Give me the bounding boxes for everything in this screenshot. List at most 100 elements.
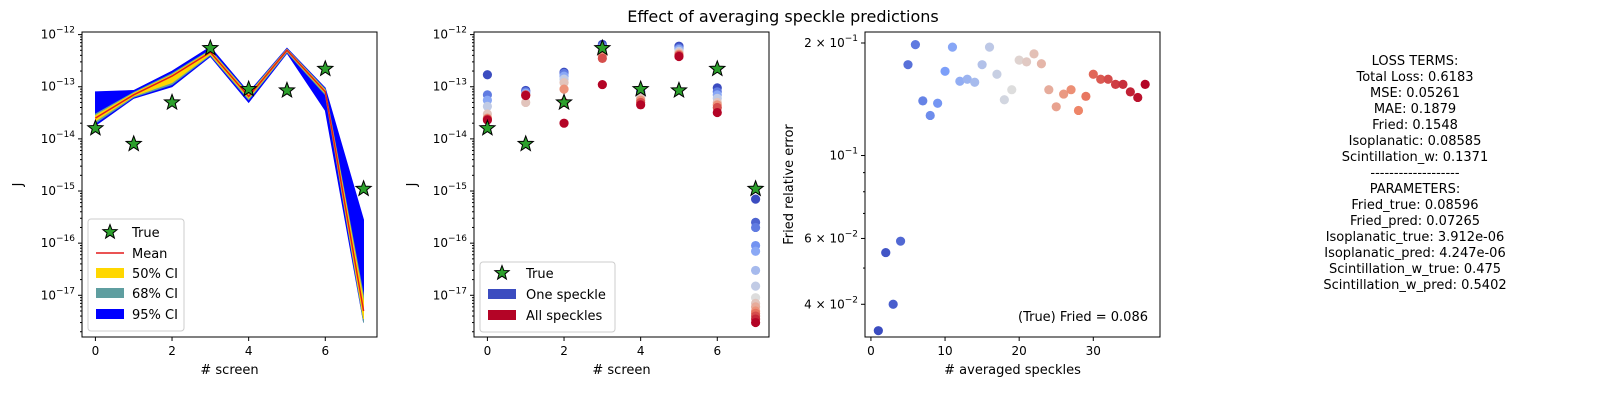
x-axis-label: # screen: [200, 363, 258, 378]
fried-error-point: [925, 110, 935, 121]
true-star-point: [163, 93, 181, 111]
y-tick-label: 4 × 10−2: [804, 295, 858, 311]
true-star-point: [670, 80, 688, 99]
fried-error-point: [1073, 105, 1084, 116]
legend-label-ci68: 68% CI: [132, 287, 178, 302]
fried-error-point: [895, 236, 906, 246]
fried-error-point: [1036, 59, 1047, 69]
x-tick-label: 10: [937, 344, 952, 358]
band-ci50: [95, 48, 364, 320]
speckle-prediction-point: [597, 53, 607, 63]
fried-error-point: [1029, 49, 1039, 59]
axes-frame: [864, 31, 1161, 338]
legend-box: [87, 218, 185, 332]
x-tick-label: 6: [713, 344, 721, 358]
true-star-point: [708, 59, 727, 77]
true-star-point: [631, 79, 650, 97]
legend-label-mean: Mean: [132, 247, 167, 262]
legend-label-ci95: 95% CI: [132, 308, 178, 323]
text-line: Isoplanatic_pred: 4.247e-06: [1324, 246, 1506, 261]
x-tick-label: 0: [484, 344, 492, 358]
fried-error-point: [1059, 89, 1069, 99]
x-tick-label: 20: [1012, 344, 1027, 358]
speckle-prediction-point: [712, 107, 722, 118]
fried-error-point: [888, 299, 898, 309]
fried-error-point: [940, 66, 950, 76]
true-star-point: [86, 118, 105, 136]
true-star-point: [278, 80, 296, 99]
text-line: MSE: 0.05261: [1370, 86, 1460, 101]
speckle-prediction-point: [482, 101, 493, 111]
true-star-point: [239, 79, 258, 97]
y-tick-label: 10−12: [433, 26, 467, 42]
true-star-point: [516, 134, 535, 152]
y-tick-label: 10−15: [41, 182, 75, 198]
fried-error-point: [1007, 85, 1017, 95]
legend-label-all-speckles: All speckles: [526, 309, 603, 324]
speckle-prediction-point: [750, 317, 761, 328]
panel-prediction-ci: 0 2 4 6 10−17 10−16 10−15 10−14 10−13 10−12 # scr…: [11, 26, 378, 378]
x-tick-label: 0: [92, 344, 100, 358]
legend-label-ci50: 50% CI: [132, 267, 178, 282]
fried-error-point: [1125, 87, 1135, 97]
speckle-prediction-point: [521, 90, 531, 101]
true-star-point: [201, 38, 220, 56]
y-tick-label: 10−12: [41, 26, 75, 42]
true-star-point: [316, 59, 335, 77]
x-tick-label: 4: [245, 344, 253, 358]
legend-swatch-ci50: [96, 268, 124, 278]
fried-error-point: [992, 69, 1002, 79]
x-tick-label: 2: [560, 344, 568, 358]
fried-error-point: [1044, 85, 1054, 95]
x-axis-label: # averaged speckles: [944, 363, 1081, 378]
fried-error-point: [1133, 92, 1143, 103]
x-tick-label: 4: [637, 344, 645, 358]
legend-label-one-speckle: One speckle: [526, 288, 606, 303]
fried-error-point: [970, 77, 980, 87]
text-line: Fried_pred: 0.07265: [1349, 214, 1481, 229]
axes-frame: [473, 31, 770, 338]
y-axis-label: J: [405, 183, 420, 188]
y-tick-label: 10−17: [41, 286, 75, 302]
fried-error-point: [1118, 79, 1128, 89]
true-star-point: [478, 118, 497, 136]
y-tick-label: 10−16: [433, 234, 468, 250]
true-star-point: [124, 134, 143, 152]
text-line: Scintillation_w: 0.1371: [1341, 150, 1489, 165]
true-star-point: [593, 38, 612, 56]
text-line: Scintillation_w_pred: 0.5402: [1323, 278, 1507, 293]
fried-error-point: [1096, 74, 1106, 84]
text-line: LOSS TERMS:: [1371, 54, 1459, 69]
y-tick-label: 10−1: [829, 147, 858, 163]
y-tick-label: 10−17: [433, 286, 467, 302]
legend-star-true: [101, 223, 119, 240]
fried-error-point: [999, 95, 1009, 105]
speckle-prediction-point: [559, 78, 569, 88]
y-tick-label: 10−14: [41, 130, 76, 146]
fried-error-point: [910, 40, 921, 50]
fried-error-point: [984, 42, 995, 52]
summary-text-panel: LOSS TERMS: Total Loss: 0.6183 MSE: 0.05…: [1290, 54, 1540, 294]
legend-star-true: [493, 264, 511, 281]
x-tick-label: 0: [867, 344, 875, 358]
text-line: MAE: 0.1879: [1373, 102, 1457, 117]
text-line: Isoplanatic_true: 3.912e-06: [1325, 230, 1505, 245]
fried-error-point: [1140, 79, 1150, 89]
legend-swatch-ci68: [96, 288, 124, 298]
fried-error-point: [873, 326, 883, 336]
series-mean-line: [95, 49, 365, 312]
speckle-prediction-point: [482, 70, 493, 80]
fried-error-point: [933, 98, 943, 108]
text-line: PARAMETERS:: [1369, 182, 1461, 197]
speckle-prediction-point: [750, 265, 761, 276]
true-star-point: [746, 179, 765, 197]
speckle-prediction-point: [559, 118, 569, 128]
legend-label-true: True: [525, 267, 554, 282]
legend-label-true: True: [131, 226, 160, 241]
fried-error-point: [881, 247, 891, 258]
legend-swatch-all-speckles: [488, 310, 516, 320]
speckle-prediction-point: [750, 194, 761, 204]
fried-error-point: [1088, 69, 1098, 79]
speckle-prediction-point: [597, 79, 607, 90]
band-ci68: [95, 48, 364, 323]
